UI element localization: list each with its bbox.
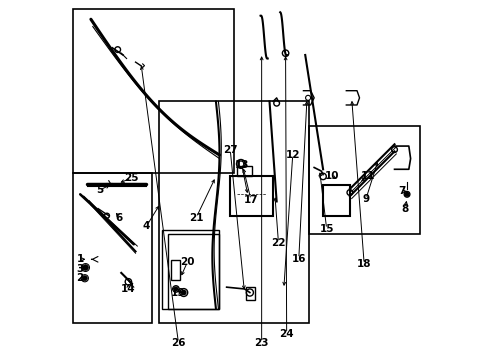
Bar xyxy=(246,287,255,300)
Text: 13: 13 xyxy=(234,159,248,170)
Bar xyxy=(171,260,180,280)
Bar xyxy=(323,185,349,216)
Text: 21: 21 xyxy=(189,212,203,222)
Circle shape xyxy=(405,193,408,196)
Text: 4: 4 xyxy=(142,221,150,231)
Text: 19: 19 xyxy=(171,288,185,297)
Text: 27: 27 xyxy=(223,145,237,155)
Bar xyxy=(162,230,219,309)
Circle shape xyxy=(82,276,87,281)
Text: 3: 3 xyxy=(77,264,83,274)
Text: 2: 2 xyxy=(77,273,83,283)
Bar xyxy=(237,166,251,176)
Text: 12: 12 xyxy=(285,150,299,160)
Text: 17: 17 xyxy=(243,195,258,204)
Bar xyxy=(159,102,308,323)
Text: 5: 5 xyxy=(96,185,103,195)
Text: 10: 10 xyxy=(324,171,339,181)
Circle shape xyxy=(174,287,177,291)
Bar xyxy=(167,234,219,309)
Text: 20: 20 xyxy=(180,257,194,267)
Text: 24: 24 xyxy=(279,329,293,339)
Text: 6: 6 xyxy=(116,212,123,222)
Text: 22: 22 xyxy=(271,238,285,248)
Text: 26: 26 xyxy=(171,338,185,347)
Text: 8: 8 xyxy=(401,203,408,213)
Text: 15: 15 xyxy=(319,224,333,234)
Text: 11: 11 xyxy=(360,171,374,181)
Text: 18: 18 xyxy=(356,259,371,269)
Text: 25: 25 xyxy=(124,173,138,183)
Text: 1: 1 xyxy=(77,254,83,264)
Bar xyxy=(230,176,272,216)
Text: 23: 23 xyxy=(254,338,268,347)
Bar xyxy=(73,9,233,173)
Bar xyxy=(73,173,151,323)
Text: 14: 14 xyxy=(121,284,136,294)
Circle shape xyxy=(82,265,88,270)
Circle shape xyxy=(181,291,185,295)
Text: 7: 7 xyxy=(397,186,405,197)
Bar xyxy=(308,126,419,234)
Text: 16: 16 xyxy=(291,253,305,264)
Text: 9: 9 xyxy=(362,194,369,204)
